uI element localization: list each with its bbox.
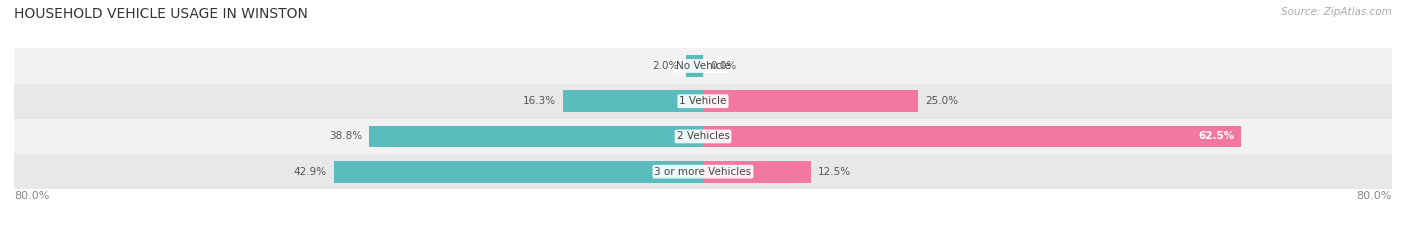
Text: 42.9%: 42.9% — [294, 167, 326, 177]
Text: 3 or more Vehicles: 3 or more Vehicles — [654, 167, 752, 177]
Bar — [703, 90, 918, 112]
Text: 0.0%: 0.0% — [710, 61, 737, 71]
Bar — [368, 126, 703, 147]
Bar — [686, 55, 703, 77]
Bar — [14, 119, 1392, 154]
Text: 12.5%: 12.5% — [817, 167, 851, 177]
Bar — [333, 161, 703, 183]
Bar — [703, 126, 1241, 147]
Text: 2.0%: 2.0% — [652, 61, 679, 71]
Bar — [562, 90, 703, 112]
Text: No Vehicle: No Vehicle — [675, 61, 731, 71]
Text: 2 Vehicles: 2 Vehicles — [676, 131, 730, 141]
Text: 25.0%: 25.0% — [925, 96, 957, 106]
Text: 1 Vehicle: 1 Vehicle — [679, 96, 727, 106]
Text: 80.0%: 80.0% — [1357, 191, 1392, 201]
Bar — [703, 161, 811, 183]
Text: 16.3%: 16.3% — [523, 96, 555, 106]
Bar — [14, 154, 1392, 189]
Text: Source: ZipAtlas.com: Source: ZipAtlas.com — [1281, 7, 1392, 17]
Text: HOUSEHOLD VEHICLE USAGE IN WINSTON: HOUSEHOLD VEHICLE USAGE IN WINSTON — [14, 7, 308, 21]
Text: 62.5%: 62.5% — [1198, 131, 1234, 141]
Bar — [14, 84, 1392, 119]
Text: 80.0%: 80.0% — [14, 191, 49, 201]
Bar — [14, 48, 1392, 84]
Text: 38.8%: 38.8% — [329, 131, 361, 141]
